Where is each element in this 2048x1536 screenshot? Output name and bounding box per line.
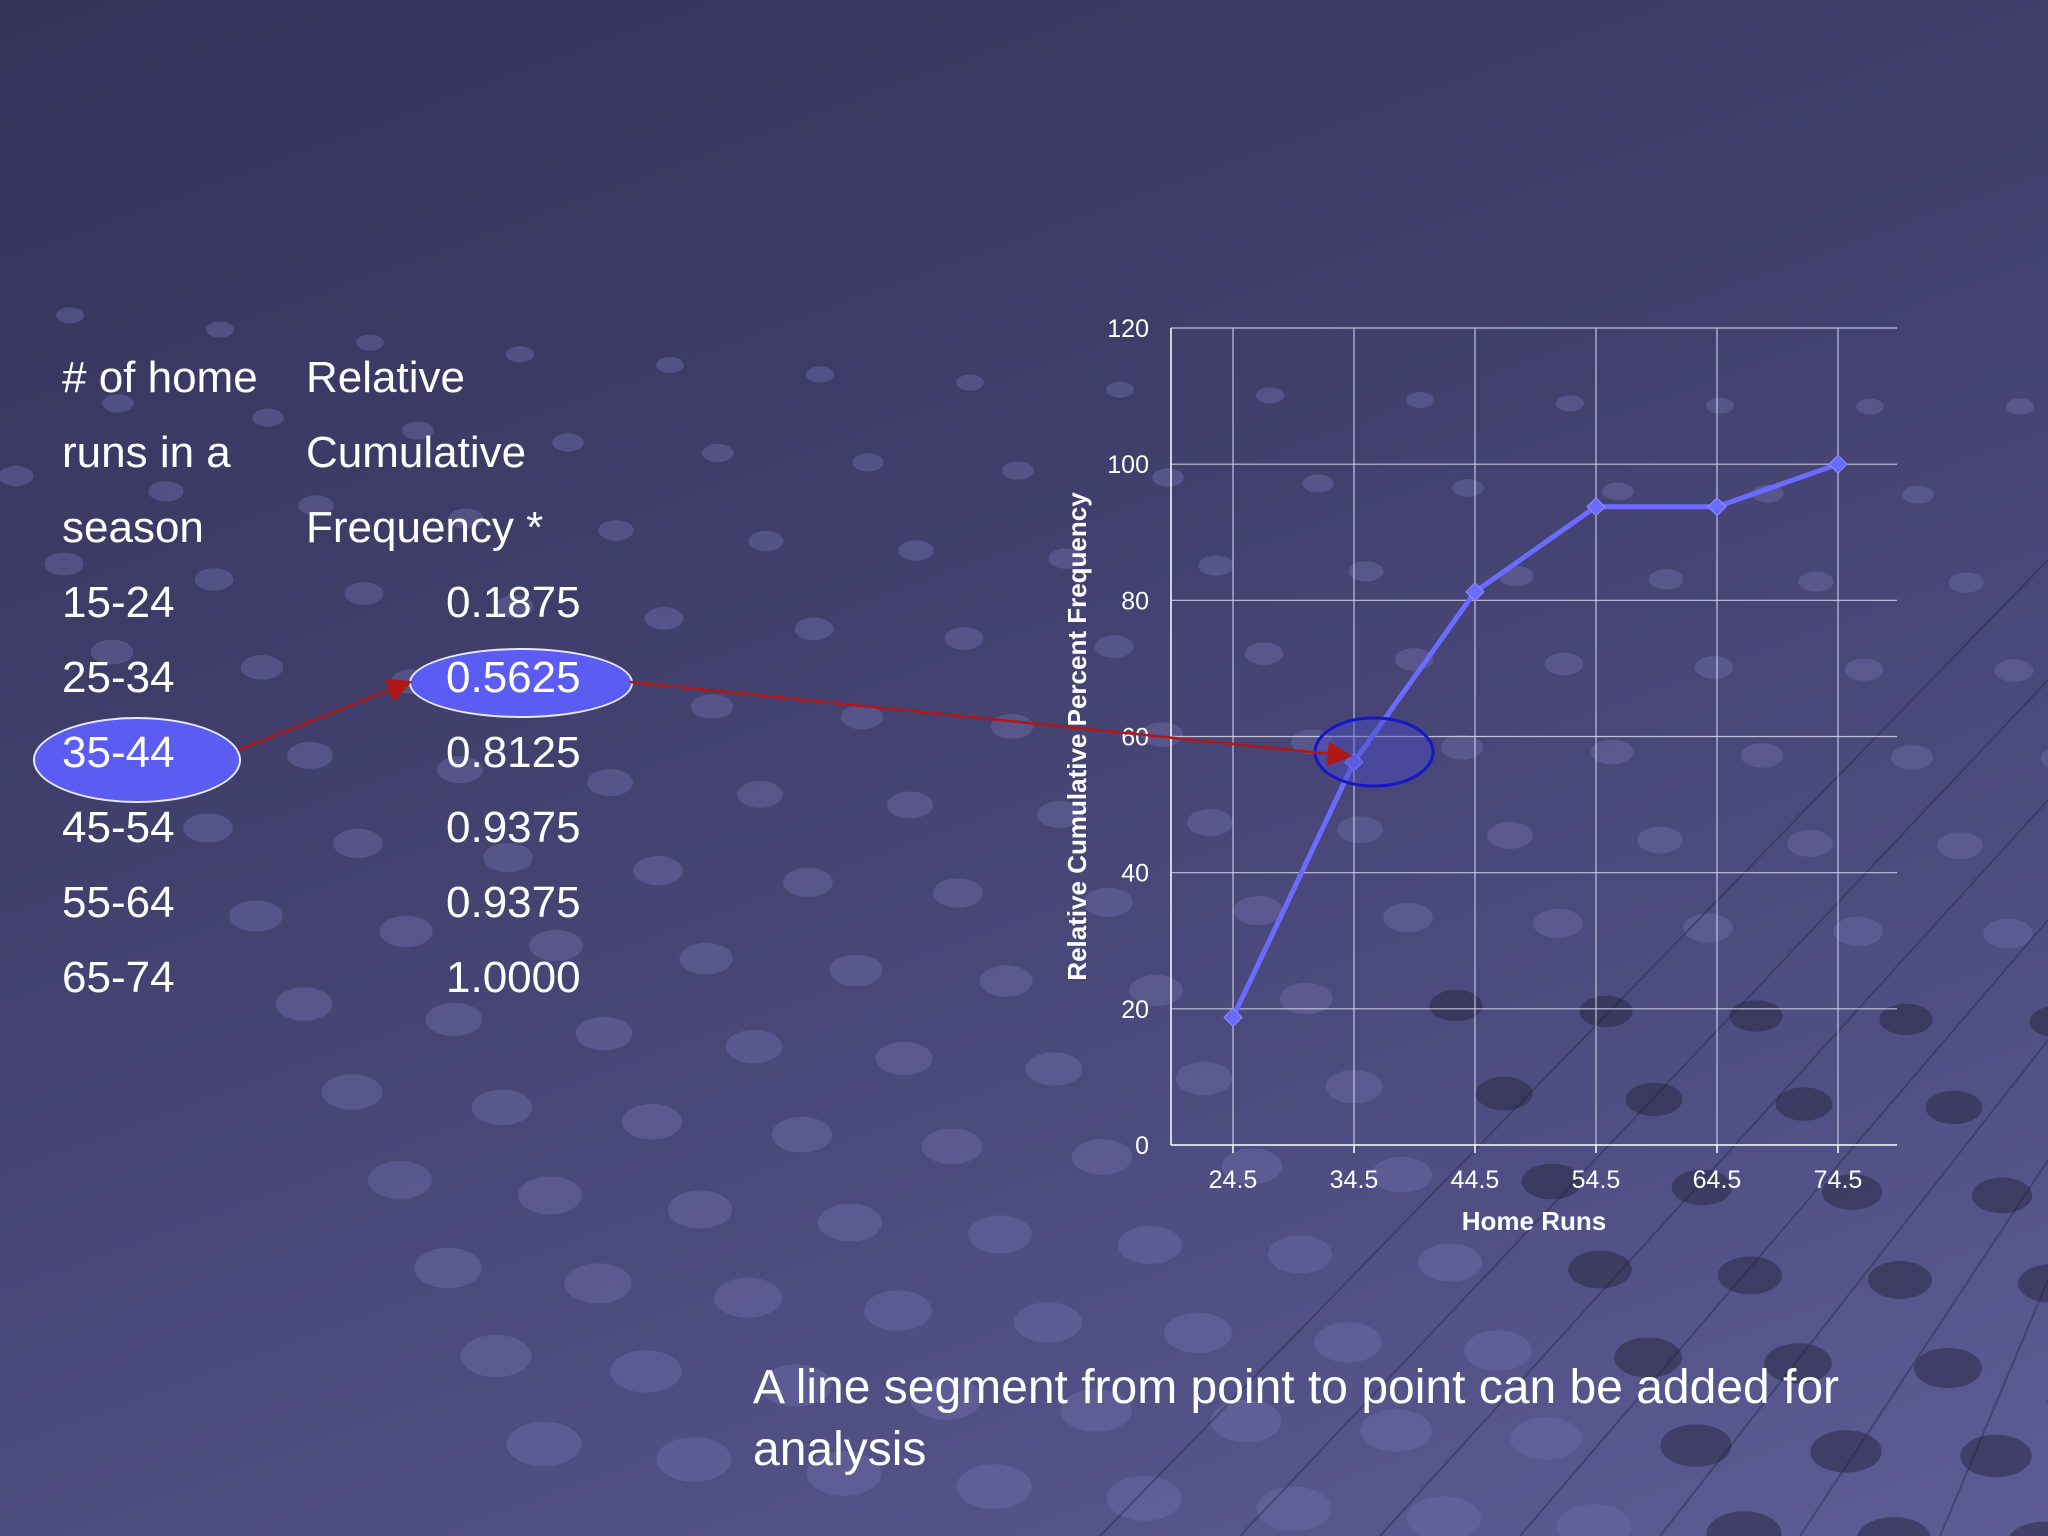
highlight-oval-chart: [1313, 716, 1435, 788]
x-tick-label: 74.5: [1814, 1166, 1863, 1194]
data-point-marker: [1707, 497, 1727, 517]
table-row-range: 25-34: [62, 653, 175, 702]
table-row-value: 0.8125: [446, 728, 581, 777]
data-point-marker: [1223, 1007, 1243, 1028]
table-row-value: 0.9375: [446, 878, 581, 927]
table-header-home-runs: # of home runs in a season: [62, 340, 302, 565]
highlight-oval-range: [33, 717, 241, 803]
data-point-marker: [1465, 582, 1485, 602]
arrow-range-to-value: [237, 678, 413, 752]
y-axis-title: Relative Cumulative Percent Frequency: [1062, 492, 1092, 981]
decorative-dots: [0, 307, 2048, 1536]
y-tick-label: 20: [1121, 996, 1149, 1024]
table-row-range: 55-64: [62, 878, 175, 927]
arrow-value-to-point: [629, 680, 1353, 767]
table-row-value: 0.5625: [446, 653, 581, 702]
table-row-value: 0.1875: [446, 578, 581, 627]
y-tick-label: 100: [1107, 451, 1149, 479]
x-axis-title: Home Runs: [1462, 1206, 1606, 1236]
table-row-value: 1.0000: [446, 953, 581, 1002]
x-tick-label: 24.5: [1209, 1166, 1258, 1194]
x-tick-label: 44.5: [1451, 1166, 1500, 1194]
table-row-range: 45-54: [62, 803, 175, 852]
y-tick-label: 60: [1121, 724, 1149, 752]
header-line: runs in a: [62, 428, 231, 477]
table-row-range: 65-74: [62, 953, 175, 1002]
slide-caption: A line segment from point to point can b…: [753, 1361, 1840, 1476]
data-point-marker: [1828, 454, 1848, 474]
y-tick-label: 120: [1107, 315, 1149, 343]
header-line: # of home: [62, 353, 258, 402]
series-line: [1230, 461, 1839, 1019]
y-tick-label: 80: [1121, 587, 1149, 615]
table-header-relative-cumulative-frequency: Relative Cumulative Frequency *: [306, 340, 626, 565]
y-tick-label: 40: [1121, 860, 1149, 888]
data-point-marker: [1586, 497, 1606, 517]
header-line: Frequency *: [306, 503, 544, 552]
highlight-oval-value: [409, 648, 633, 718]
table-row-value: 0.9375: [446, 803, 581, 852]
header-line: Relative: [306, 353, 465, 402]
x-tick-label: 64.5: [1693, 1166, 1742, 1194]
header-line: season: [62, 503, 204, 552]
header-line: Cumulative: [306, 428, 527, 477]
table-row-range: 15-24: [62, 578, 175, 627]
x-tick-label: 54.5: [1572, 1166, 1621, 1194]
x-tick-label: 34.5: [1330, 1166, 1379, 1194]
table-row-range: 35-44: [62, 728, 175, 777]
y-tick-label: 0: [1135, 1132, 1149, 1160]
